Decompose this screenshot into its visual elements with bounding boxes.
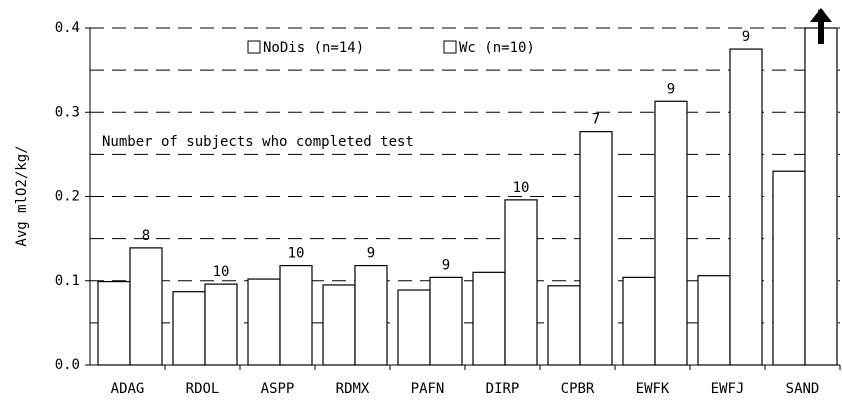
y-tick-label: 0.0 — [55, 357, 80, 373]
bar — [804, 27, 838, 366]
bar — [772, 170, 806, 366]
bar — [622, 276, 656, 366]
x-tick-label: RDMX — [336, 381, 370, 397]
x-tick-label: ASPP — [261, 381, 295, 397]
bar — [247, 278, 281, 366]
bar — [354, 264, 388, 366]
legend-swatch — [443, 40, 457, 54]
y-tick-label: 0.1 — [55, 273, 80, 289]
legend-swatch — [247, 40, 261, 54]
count-label: 9 — [742, 29, 750, 45]
x-tick-label: ADAG — [111, 381, 145, 397]
x-tick-label: SAND — [786, 381, 820, 397]
count-label: 10 — [213, 264, 230, 280]
bar — [97, 280, 131, 366]
annotation: Number of subjects who completed test — [102, 134, 414, 150]
bar — [697, 275, 731, 366]
count-label: 10 — [288, 246, 305, 262]
count-label: 7 — [592, 112, 600, 128]
x-tick-label: EWFJ — [711, 381, 745, 397]
bar — [729, 48, 763, 366]
count-label: 9 — [367, 246, 375, 262]
bar — [397, 289, 431, 366]
bar — [579, 131, 613, 366]
bar — [322, 284, 356, 366]
x-tick-label: EWFK — [636, 381, 670, 397]
x-tick-label: PAFN — [411, 381, 445, 397]
count-label: 8 — [142, 228, 150, 244]
count-label: 9 — [667, 81, 675, 97]
legend-label: NoDis (n=14) — [263, 40, 364, 56]
off-scale-arrow — [810, 8, 832, 44]
legend-label: Wc (n=10) — [459, 40, 535, 56]
bar — [654, 100, 688, 366]
bar — [547, 285, 581, 366]
x-tick-label: CPBR — [561, 381, 595, 397]
bar — [129, 247, 163, 366]
y-axis-label: Avg mlO2/kg/ — [14, 145, 30, 246]
bar — [429, 276, 463, 366]
x-tick-label: DIRP — [486, 381, 520, 397]
y-tick-label: 0.3 — [55, 104, 80, 120]
y-tick-label: 0.4 — [55, 20, 80, 36]
bar — [504, 199, 538, 366]
count-label: 9 — [442, 257, 450, 273]
bar — [204, 283, 238, 366]
count-label: 10 — [513, 180, 530, 196]
bar — [172, 291, 206, 366]
legend: NoDis (n=14) Wc (n=10) — [247, 40, 535, 56]
x-tick-label: RDOL — [186, 381, 220, 397]
bar — [279, 264, 313, 366]
y-tick-label: 0.2 — [55, 189, 80, 205]
bar — [472, 271, 506, 366]
